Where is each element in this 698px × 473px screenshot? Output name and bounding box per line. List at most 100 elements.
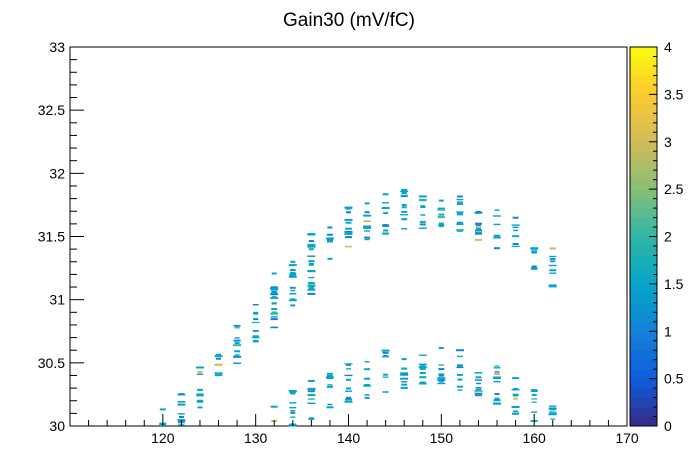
heatmap-bin [197, 388, 203, 391]
heatmap-bin [476, 388, 481, 390]
heatmap-bin [307, 255, 316, 257]
x-axis: 120 130 140 150 160 170 [69, 414, 639, 446]
heatmap-bin [438, 374, 444, 377]
heatmap-bin [271, 291, 278, 294]
heatmap-bin [401, 383, 408, 386]
color-scale-label: 3.5 [664, 86, 684, 102]
heatmap-bin [327, 226, 333, 229]
heatmap-bin [438, 347, 444, 349]
color-scale-step [630, 274, 657, 285]
y-tick-label: 30.5 [38, 355, 65, 371]
heatmap-bin [548, 284, 557, 286]
heatmap-bin [456, 355, 463, 358]
heatmap-bin [419, 376, 427, 379]
heatmap-bin [215, 372, 222, 375]
heatmap-bin [382, 376, 389, 378]
heatmap-bin [475, 233, 482, 235]
heatmap-bin [418, 363, 427, 365]
heatmap-bin [401, 358, 407, 361]
heatmap-bin [457, 378, 463, 381]
heatmap-bin [364, 236, 371, 239]
x-tick-label: 140 [337, 430, 361, 446]
heatmap-bin [475, 222, 482, 225]
heatmap-bin [290, 392, 296, 395]
heatmap-bin [177, 413, 185, 415]
heatmap-bin [550, 260, 556, 263]
color-scale-step [630, 359, 657, 370]
heatmap-bin [381, 207, 390, 209]
heatmap-bin [419, 381, 426, 384]
color-scale-step [630, 198, 657, 209]
heatmap-bin [382, 232, 389, 235]
heatmap-bin [494, 373, 500, 375]
heatmap-bin [456, 201, 463, 203]
heatmap-bin [419, 220, 426, 223]
heatmap-bin [420, 214, 426, 216]
heatmap-bin [270, 287, 279, 290]
heatmap-bin [346, 378, 351, 381]
heatmap-bin [326, 374, 333, 377]
heatmap-bin [438, 373, 445, 376]
heatmap-bin [271, 302, 277, 305]
heatmap-bin [326, 406, 334, 409]
heatmap-bin [549, 255, 557, 258]
color-scale-step [630, 369, 657, 380]
heatmap-bin [438, 199, 444, 202]
x-tick-label: 150 [430, 430, 454, 446]
heatmap-bin [382, 193, 389, 196]
heatmap-bin [513, 410, 519, 412]
heatmap-bin [493, 377, 501, 379]
color-scale-step [630, 312, 657, 323]
heatmap-bin [270, 405, 278, 408]
heatmap-bin [400, 195, 408, 198]
heatmap-bin [364, 368, 371, 371]
heatmap-bin [437, 216, 445, 219]
heatmap-bin [290, 260, 296, 263]
heatmap-bin [419, 367, 426, 370]
heatmap-bin [475, 229, 482, 232]
heatmap-bin [418, 383, 427, 385]
heatmap-bin [531, 390, 537, 392]
heatmap-cells [159, 188, 557, 427]
heatmap-bin [401, 188, 408, 191]
heatmap-bin [400, 372, 408, 375]
heatmap-bin [252, 335, 259, 337]
heatmap-bin [344, 232, 353, 235]
heatmap-bin [344, 374, 353, 377]
heatmap-bin [456, 364, 463, 367]
x-tick-label: 170 [615, 430, 639, 446]
heatmap-bin [511, 224, 520, 226]
heatmap-bin [419, 372, 426, 374]
heatmap-bin [513, 229, 519, 232]
heatmap-bin [325, 376, 334, 379]
heatmap-bin [418, 354, 427, 356]
heatmap-bin [307, 282, 315, 284]
heatmap-bin [512, 216, 519, 219]
heatmap-bin [326, 233, 333, 236]
heatmap-bin [270, 286, 278, 288]
heatmap-bin [512, 393, 519, 396]
heatmap-bin [493, 367, 501, 369]
y-tick-label: 32 [49, 165, 65, 181]
color-scale-step [630, 227, 657, 237]
y-tick-label: 31 [49, 292, 65, 308]
heatmap-bin [531, 250, 538, 253]
heatmap-bin [549, 405, 557, 407]
color-scale-bar [629, 46, 658, 427]
color-scale-step [630, 47, 657, 57]
heatmap-bin [493, 381, 501, 383]
heatmap-bin [476, 210, 481, 213]
heatmap-bin [531, 398, 538, 400]
heatmap-bin [327, 384, 333, 386]
heatmap-bin [216, 353, 221, 356]
heatmap-bin [308, 285, 315, 288]
heatmap-bin [234, 342, 240, 345]
heatmap-bin [455, 349, 464, 352]
heatmap-bin [270, 293, 279, 296]
y-tick-label: 31.5 [38, 229, 65, 245]
heatmap-bin [493, 237, 501, 239]
y-tick-label: 32.5 [38, 102, 65, 118]
heatmap-bin [474, 372, 483, 374]
heatmap-bin [475, 238, 482, 241]
y-axis: 30 30.5 31 31.5 32 32.5 33 [38, 39, 84, 434]
